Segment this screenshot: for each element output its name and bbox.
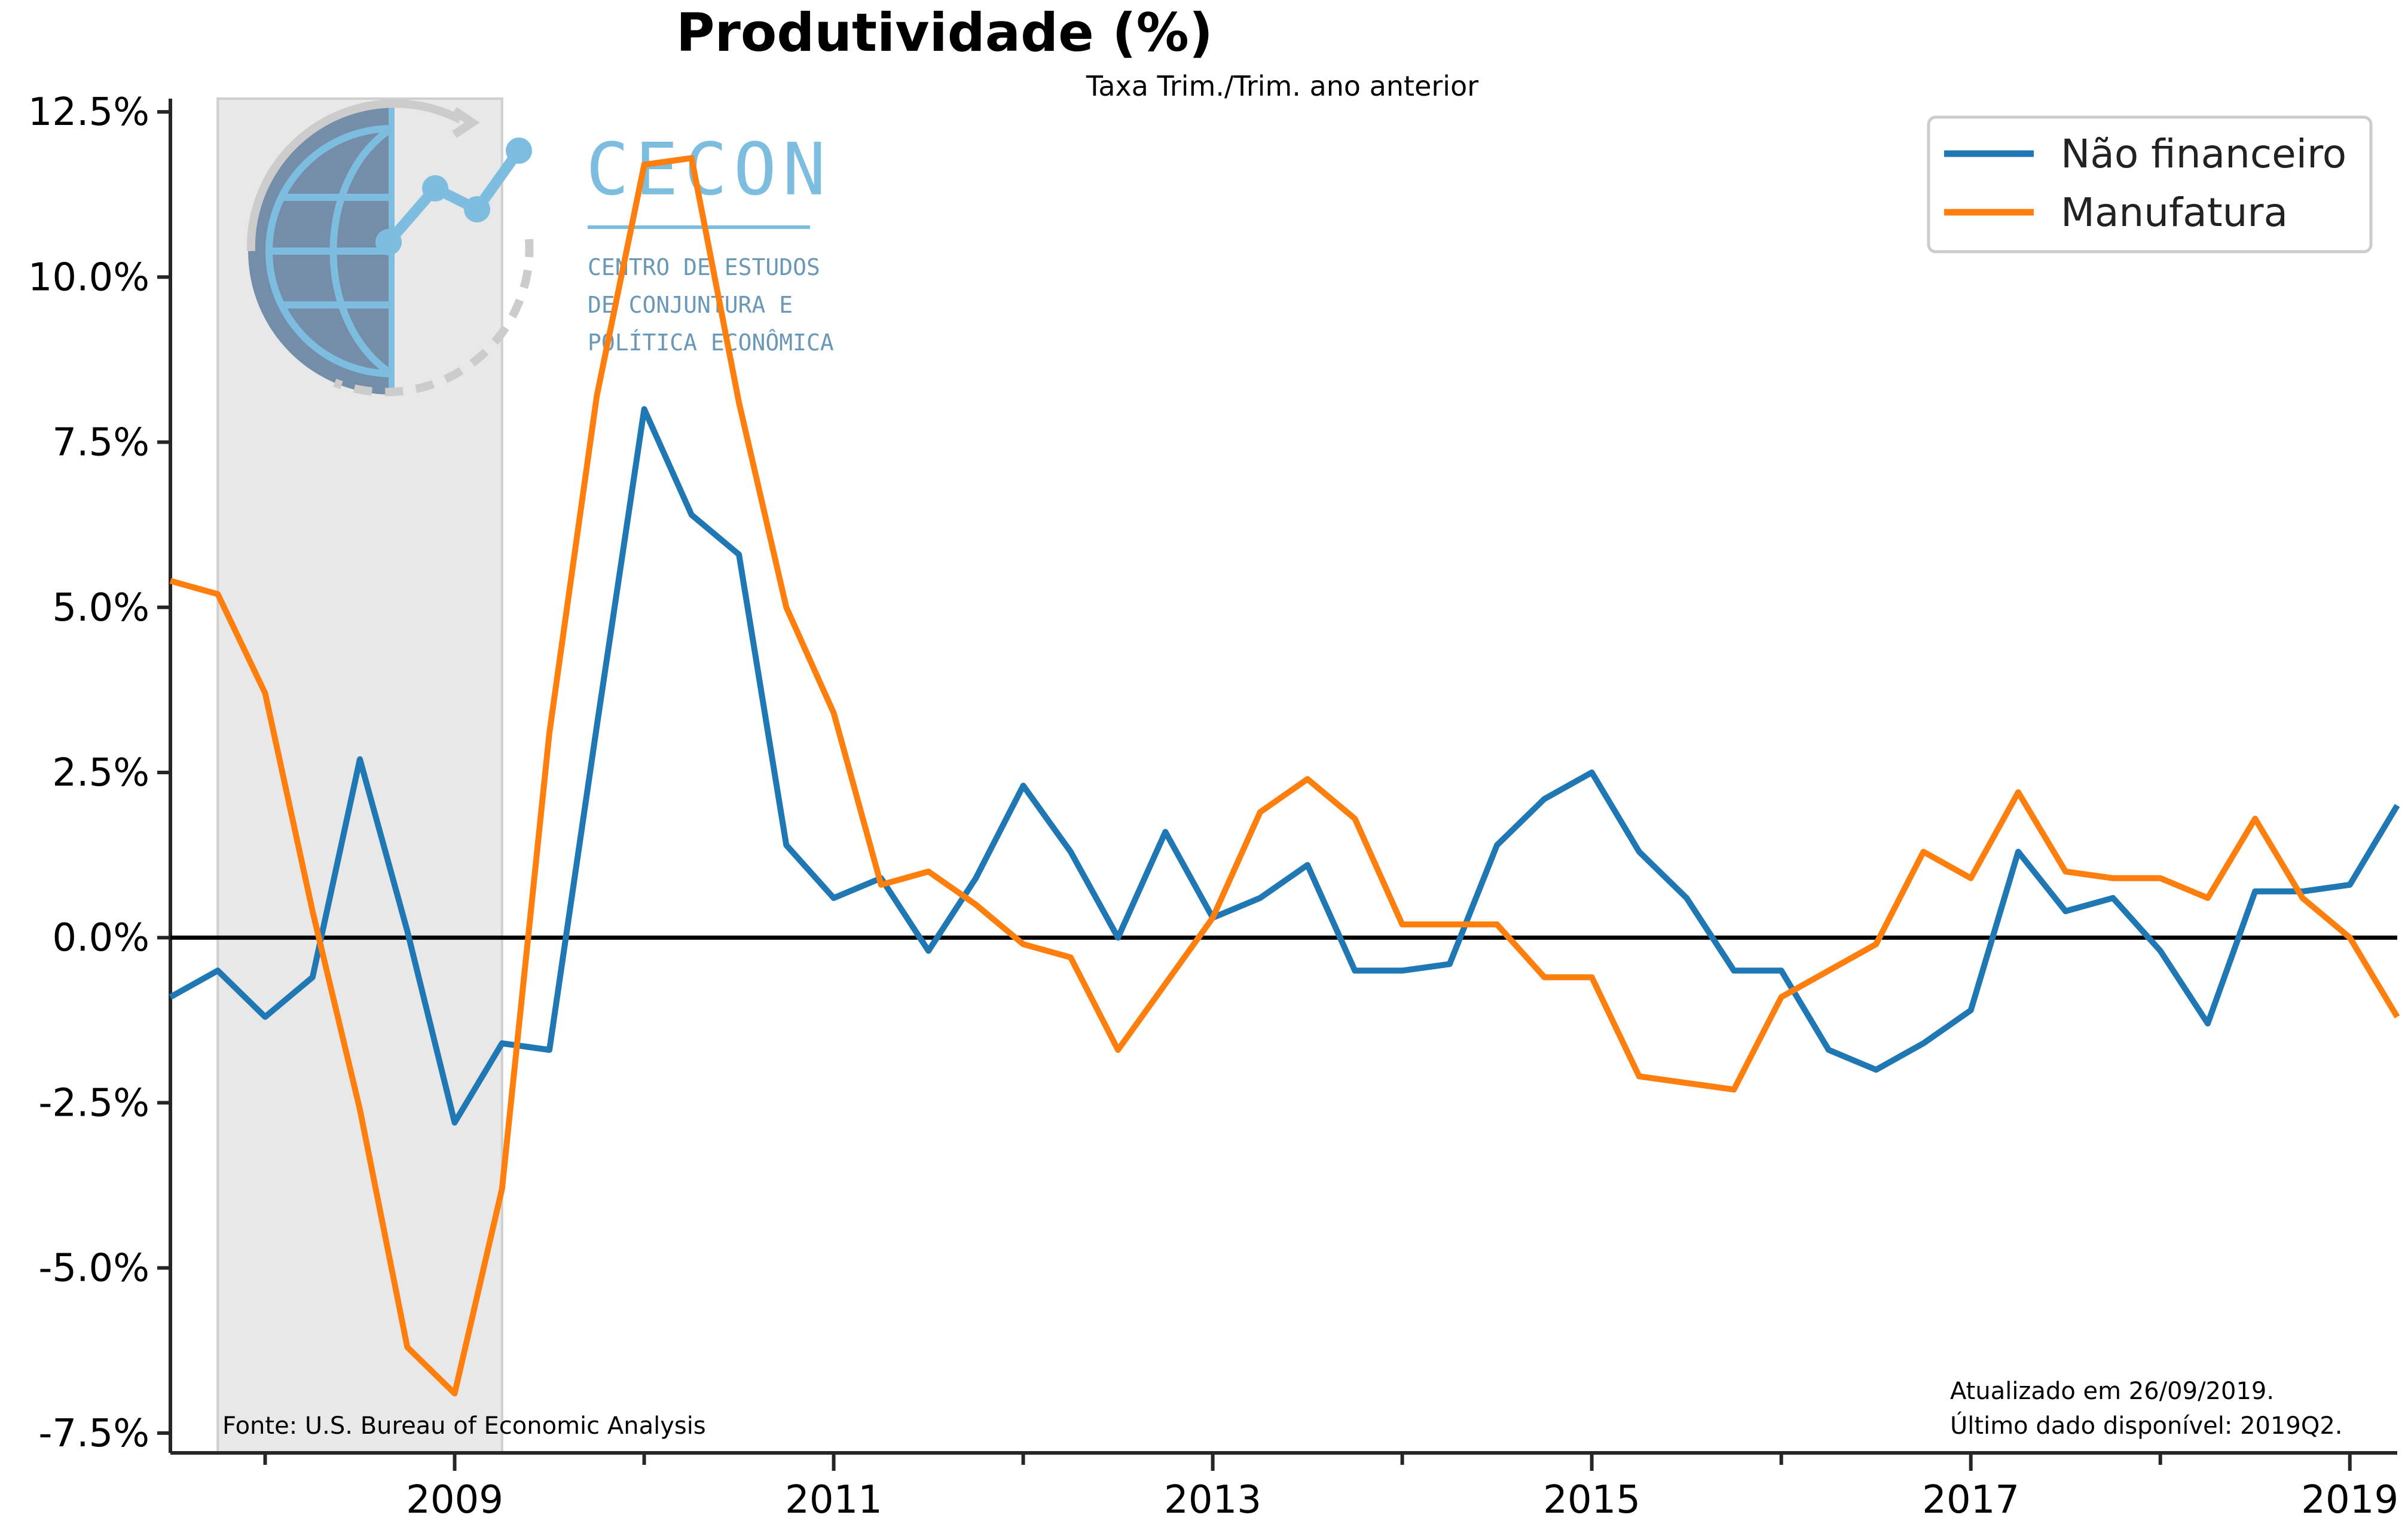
chart-subtitle: Taxa Trim./Trim. ano anterior (1086, 70, 1478, 102)
y-tick-label: 2.5% (52, 751, 149, 795)
series-line-manufatura (169, 155, 2400, 1397)
y-tick-label: -2.5% (38, 1081, 149, 1125)
cecon-logo: CECON CENTRO DE ESTUDOS DE CONJUNTURA E … (246, 99, 834, 396)
x-tick-label: 2017 (1922, 1478, 2019, 1522)
source-note: Fonte: U.S. Bureau of Economic Analysis (222, 1412, 706, 1440)
logo-subtitle-line3: POLÍTICA ECONÔMICA (588, 329, 834, 356)
series-layer (169, 155, 2400, 1397)
logo-title: CECON (586, 129, 832, 212)
update-note-line1: Atualizado em 26/09/2019. (1950, 1378, 2274, 1405)
y-tick-label: 10.0% (28, 255, 149, 300)
y-tick-label: -5.0% (38, 1247, 149, 1291)
x-tick-label: 2011 (785, 1478, 882, 1522)
chart-title: Produtividade (%) (676, 2, 1213, 63)
x-tick-label: 2009 (406, 1478, 503, 1522)
x-tick-label: 2019 (2301, 1478, 2398, 1522)
y-tick-label: 0.0% (52, 916, 149, 960)
y-ticks: 12.5% 10.0% 7.5% 5.0% 2.5% 0.0% -2.5% -5.0% -7.5… (28, 90, 170, 1456)
y-tick-label: 5.0% (52, 586, 149, 630)
update-note-line2: Último dado disponível: 2019Q2. (1950, 1411, 2343, 1440)
legend: Não financeiro Manufatura (1927, 115, 2373, 254)
y-tick-label: -7.5% (38, 1412, 149, 1456)
x-tick-label: 2013 (1164, 1478, 1261, 1522)
x-ticks: 2009 2011 2013 2015 2017 2019 (263, 1453, 2398, 1522)
logo-subtitle-line2: DE CONJUNTURA E (588, 292, 793, 318)
series-line-nao-financeiro (169, 406, 2400, 1126)
legend-label-nao-financeiro: Não financeiro (2061, 131, 2346, 177)
x-tick-label: 2015 (1543, 1478, 1640, 1522)
y-tick-label: 12.5% (28, 90, 149, 135)
legend-label-manufatura: Manufatura (2061, 190, 2288, 236)
globe-chart-icon (246, 99, 534, 396)
y-tick-label: 7.5% (52, 421, 149, 465)
